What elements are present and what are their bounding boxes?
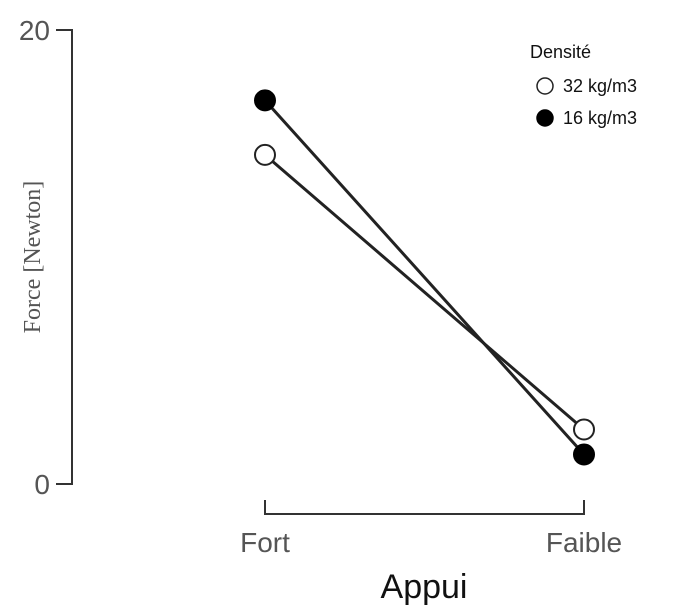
legend-title: Densité	[530, 42, 591, 62]
x-axis-line	[264, 500, 585, 515]
legend: Densité 32 kg/m3 16 kg/m3	[530, 42, 637, 128]
x-axis-label: Appui	[381, 568, 468, 606]
legend-marker-open	[536, 77, 554, 95]
y-axis-line	[56, 29, 73, 485]
data-point-series-1-1	[573, 443, 595, 466]
legend-marker-filled	[536, 109, 554, 127]
legend-label-series-1: 16 kg/m3	[563, 108, 637, 128]
y-tick-label-max: 20	[19, 15, 50, 46]
x-tick-label-fort: Fort	[240, 527, 290, 558]
y-axis-label: Force [Newton]	[20, 181, 46, 334]
x-tick-label-faible: Faible	[546, 527, 622, 558]
y-tick-label-min: 0	[34, 469, 50, 500]
data-point-series-0-0	[254, 143, 276, 166]
data-point-series-1-0	[254, 89, 276, 112]
data-point-series-0-1	[573, 418, 595, 441]
series-line-1	[263, 99, 586, 456]
plot-points	[254, 89, 595, 466]
plot-lines	[263, 99, 586, 456]
series-line-0	[264, 153, 585, 431]
legend-label-series-0: 32 kg/m3	[563, 76, 637, 96]
